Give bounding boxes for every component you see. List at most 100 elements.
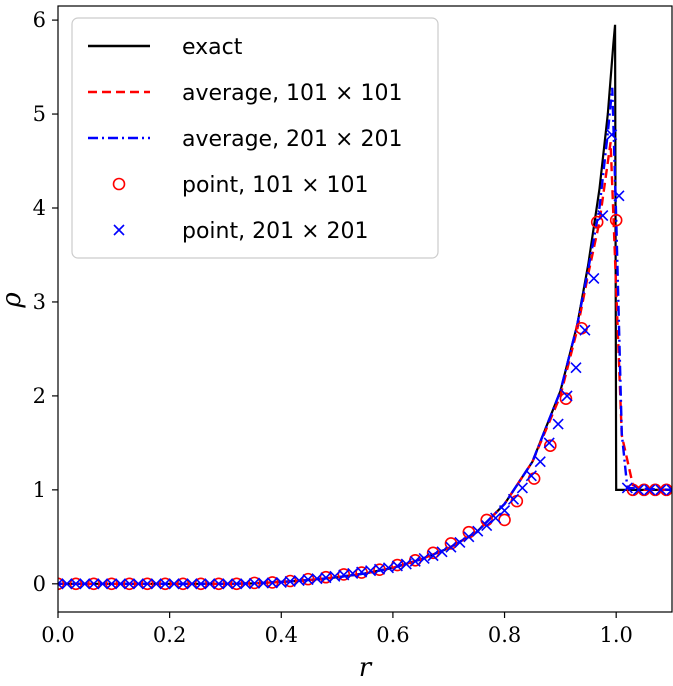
point-4-59 (579, 324, 591, 336)
point-4-50 (498, 504, 511, 517)
point-4-8 (123, 578, 136, 590)
legend-label-1: average, 101 × 101 (182, 81, 402, 106)
point-4-65 (632, 484, 645, 496)
point-4-2 (70, 578, 82, 590)
point-3-10 (230, 577, 243, 591)
point-4-31 (329, 570, 341, 582)
point-4-68 (666, 484, 672, 496)
point-4-56 (552, 418, 564, 430)
legend-handle-4 (113, 224, 125, 236)
point-4-67 (655, 484, 667, 496)
point-3-22 (444, 537, 458, 550)
point-3-25 (498, 513, 511, 527)
point-4-33 (347, 567, 359, 580)
point-4-14 (177, 578, 189, 590)
point-4-4 (88, 578, 100, 590)
point-4-57 (561, 390, 573, 402)
point-4-34 (356, 566, 368, 578)
point-4-37 (382, 562, 395, 574)
point-4-6 (106, 578, 118, 590)
point-3-31 (590, 215, 604, 229)
y-tick-label-6: 6 (33, 8, 46, 32)
legend-entries: exact average, 101 × 101 average, 201 × 20… (88, 35, 402, 244)
point-4-1 (61, 578, 73, 590)
point-4-10 (141, 578, 153, 590)
point-4-60 (588, 272, 600, 285)
x-tick-label-3: 0.6 (376, 623, 409, 647)
point-4-62 (606, 129, 618, 141)
point-4-0 (58, 578, 64, 590)
point-4-3 (79, 578, 91, 590)
y-tick-label-0: 0 (33, 572, 46, 596)
x-tick-label-4: 0.8 (488, 623, 521, 647)
legend-label-3: point, 101 × 101 (182, 173, 369, 198)
point-3-6 (158, 577, 172, 591)
point-3-7 (176, 577, 190, 591)
y-axis-label: ρ (0, 292, 27, 309)
point-3-16 (337, 568, 351, 581)
point-4-9 (132, 578, 144, 590)
point-4-27 (293, 574, 305, 587)
point-4-54 (534, 456, 546, 468)
legend-label-4: point, 201 × 201 (182, 219, 369, 244)
point-4-40 (409, 555, 421, 567)
point-4-38 (391, 560, 403, 572)
point-4-42 (427, 550, 439, 562)
point-3-12 (266, 576, 279, 589)
point-3-17 (355, 566, 368, 579)
point-4-20 (231, 578, 243, 590)
point-4-36 (373, 563, 386, 575)
x-axis-label: r (359, 653, 373, 683)
series-markers-3 (58, 213, 672, 591)
point-4-24 (266, 577, 278, 589)
point-4-15 (186, 578, 198, 590)
point-3-5 (141, 577, 154, 591)
point-3-3 (105, 577, 118, 591)
legend-label-0: exact (182, 35, 243, 60)
point-4-41 (418, 552, 430, 565)
point-3-18 (373, 563, 386, 577)
point-3-24 (480, 513, 493, 527)
point-3-21 (426, 546, 440, 560)
point-4-17 (204, 578, 216, 590)
point-3-32 (609, 213, 623, 227)
point-4-21 (239, 578, 252, 590)
point-3-1 (69, 577, 83, 591)
point-4-48 (481, 519, 493, 532)
point-3-9 (212, 577, 226, 591)
legend-box (71, 17, 439, 259)
y-tick-label-3: 3 (33, 290, 46, 314)
y-tick-label-4: 4 (33, 196, 46, 220)
point-4-5 (97, 578, 109, 590)
point-4-35 (365, 565, 377, 577)
point-4-11 (150, 578, 162, 590)
point-4-53 (525, 470, 537, 482)
point-4-29 (311, 573, 323, 585)
point-4-28 (302, 574, 314, 586)
point-4-44 (445, 541, 457, 553)
point-4-58 (570, 362, 582, 374)
point-3-29 (559, 392, 573, 406)
point-4-19 (222, 578, 234, 590)
point-4-51 (507, 493, 520, 505)
x-tick-label-2: 0.4 (265, 623, 298, 647)
y-tick-label-1: 1 (33, 478, 46, 502)
point-4-55 (543, 437, 555, 449)
x-tick-label-5: 1.0 (599, 623, 632, 647)
point-4-66 (644, 484, 656, 496)
point-4-16 (195, 578, 207, 590)
point-4-13 (168, 578, 180, 590)
legend-label-2: average, 201 × 201 (182, 127, 402, 152)
point-4-49 (490, 512, 502, 524)
point-4-23 (257, 577, 269, 589)
point-4-7 (114, 578, 127, 590)
point-3-4 (123, 577, 136, 591)
point-4-47 (472, 525, 484, 537)
point-3-11 (248, 576, 261, 590)
point-4-32 (338, 569, 350, 581)
legend-handle-3 (112, 177, 126, 191)
legend: exact average, 101 × 101 average, 201 × 20… (71, 17, 439, 259)
x-tick-label-1: 0.2 (153, 623, 186, 647)
point-4-26 (284, 575, 296, 588)
point-3-26 (510, 494, 524, 508)
